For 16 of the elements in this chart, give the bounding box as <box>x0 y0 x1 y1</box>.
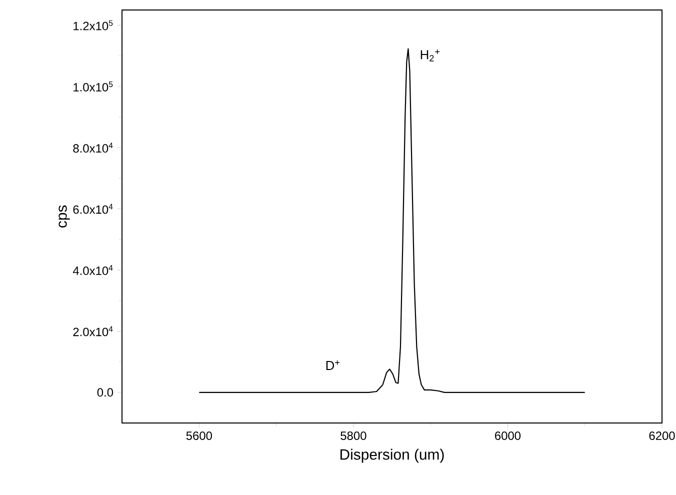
y-tick-label: 0.0 <box>97 388 114 397</box>
x-tick-label: 6000 <box>495 432 521 440</box>
x-tick-label: 6200 <box>649 432 675 440</box>
x-tick-label: 5600 <box>186 432 212 440</box>
annotation: H$_{2}$+ <box>420 50 440 62</box>
line-series <box>198 48 586 393</box>
y-tick-label: 4.0x10$^{4}$ <box>72 265 113 275</box>
y-tick-label: 2.0x10$^{4}$ <box>73 326 113 336</box>
y-tick-label: 6.0x10$^{4}$ <box>73 204 113 214</box>
y-axis-title: cps <box>58 205 70 228</box>
annotation: D$^{+}$ <box>326 360 340 370</box>
y-tick-label: 1.0x10$^{5}$ <box>74 82 113 92</box>
y-tick-label: 1.2x10$^{5}$ <box>74 20 113 30</box>
y-tick-label: 8.0x10$^{4}$ <box>73 142 113 153</box>
x-axis-title: Dispersion (um) <box>340 448 444 463</box>
x-tick-label: 5800 <box>340 432 366 440</box>
